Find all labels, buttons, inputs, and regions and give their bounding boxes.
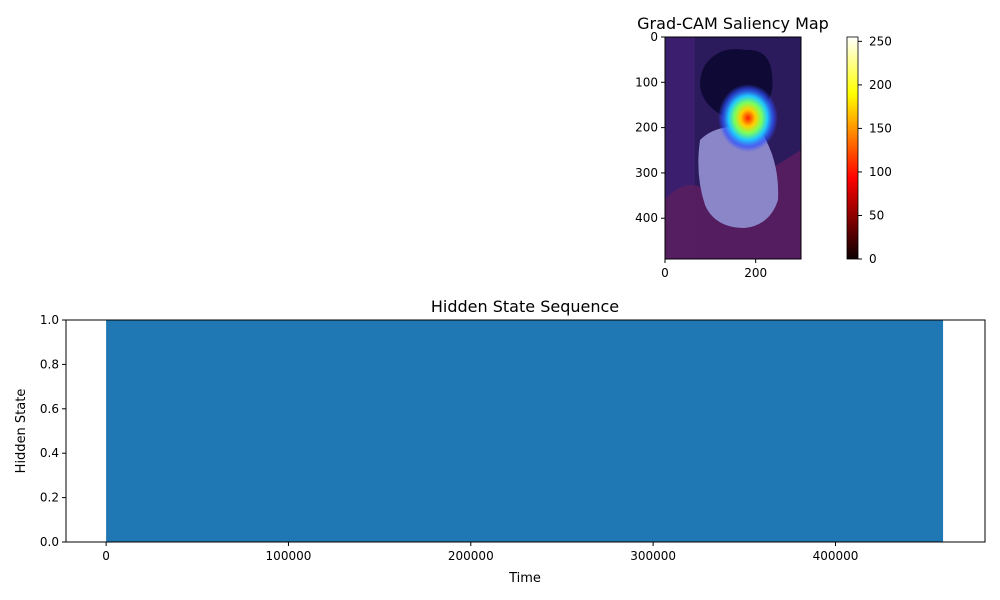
colorbar-tick-label: 200 (869, 78, 892, 92)
saliency-axis-ticks: 0 200 0 100 200 300 400 (635, 30, 767, 280)
colorbar-tick-label: 0 (869, 252, 877, 266)
colorbar-ticks: 0 50 100 150 200 250 (858, 34, 892, 266)
saliency-panel: Grad-CAM Saliency Map 0 2000100200300400 … (635, 14, 892, 280)
hidden-state-x-tick-label: 300000 (630, 549, 676, 563)
saliency-y-tick-label: 300 (635, 166, 658, 180)
hidden-state-title: Hidden State Sequence (431, 297, 619, 316)
y-axis-label: Hidden State (14, 389, 29, 474)
saliency-frame (664, 36, 802, 260)
saliency-y-tick-label: 400 (635, 211, 658, 225)
colorbar-tick-label: 150 (869, 121, 892, 135)
hidden-state-frame (65, 319, 986, 543)
saliency-x-tick-label: 200 (744, 266, 767, 280)
hidden-state-y-tick-label: 1.0 (40, 313, 59, 327)
hidden-state-panel: Hidden State Sequence 0 100000 200000 30000… (14, 297, 986, 586)
hidden-state-x-tick-label: 100000 (266, 549, 312, 563)
colorbar-tick-label: 100 (869, 165, 892, 179)
hidden-state-y-tick-label: 0.0 (40, 535, 59, 549)
saliency-x-tick-label: 0 (661, 266, 669, 280)
hidden-state-y-tick-label: 0.2 (40, 491, 59, 505)
saliency-title: Grad-CAM Saliency Map (637, 14, 829, 33)
dog-body-shape (698, 126, 779, 228)
hidden-state-x-tick-label: 0 (102, 549, 110, 563)
hidden-state-y-tick-label: 0.6 (40, 402, 59, 416)
colorbar-tick-label: 250 (869, 34, 892, 48)
x-axis-label: Time (508, 571, 541, 586)
hidden-state-axis-ticks: 0 100000 200000 300000 400000 0.0 0.2 0.4 0.6 0.8… (40, 313, 858, 563)
saliency-y-tick-label: 100 (635, 75, 658, 89)
hidden-state-y-tick-label: 0.4 (40, 446, 59, 460)
saliency-image (665, 37, 801, 259)
hidden-state-fill (106, 320, 944, 542)
colorbar-tick-label: 50 (869, 208, 884, 222)
saliency-hotspot (718, 84, 778, 152)
hidden-state-x-tick-label: 200000 (448, 549, 494, 563)
colorbar (846, 36, 859, 260)
hidden-state-y-tick-label: 0.8 (40, 357, 59, 371)
hidden-state-x-tick-label: 400000 (813, 549, 859, 563)
saliency-y-tick-label: 200 (635, 121, 658, 135)
saliency-y-tick-label: 0 (650, 30, 658, 44)
